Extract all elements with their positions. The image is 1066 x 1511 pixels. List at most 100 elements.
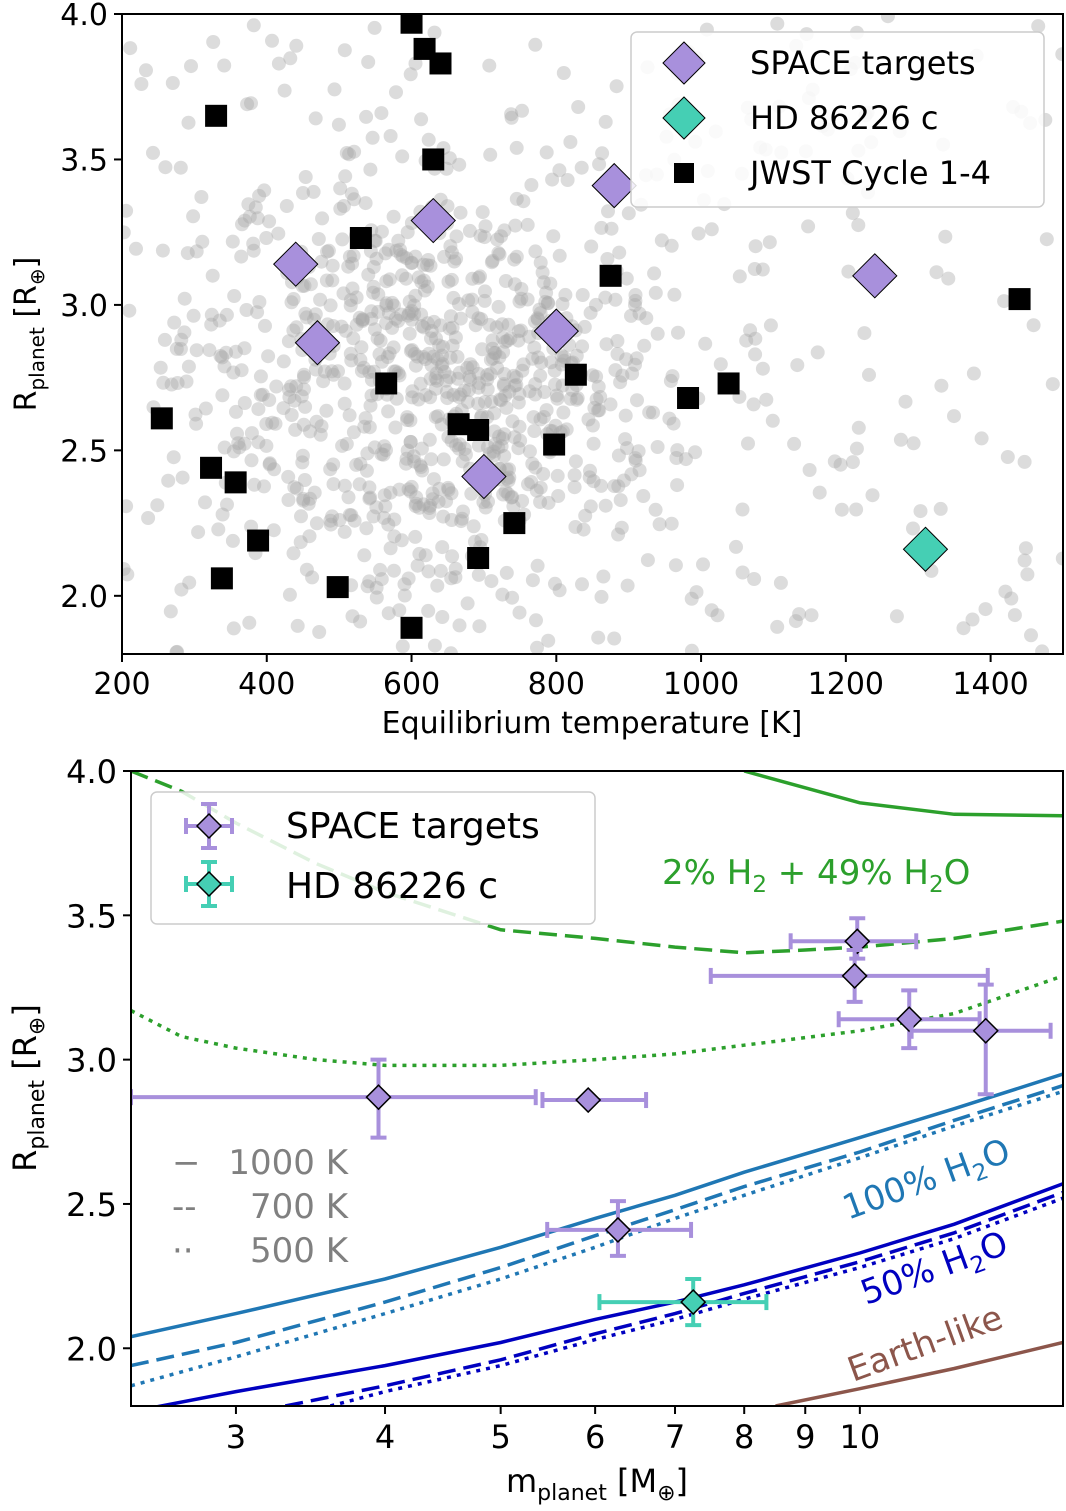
background-planet-dot — [490, 232, 505, 247]
background-planet-dot — [288, 422, 303, 437]
background-planet-dot — [443, 309, 458, 324]
background-planet-dot — [336, 199, 351, 213]
jwst-target-marker — [400, 616, 423, 639]
background-planet-dot — [624, 308, 638, 323]
background-planet-dot — [437, 364, 452, 379]
bottom-y-axis-ticks: 2.0 2.5 3.0 3.5 4.0 — [66, 753, 131, 1368]
background-planet-dot — [379, 298, 394, 313]
background-planet-dot — [498, 334, 513, 349]
background-planet-dot — [439, 373, 454, 388]
background-planet-dot — [567, 468, 582, 483]
background-planet-dot — [295, 455, 310, 470]
background-planet-dot — [504, 107, 519, 122]
background-planet-dot — [180, 246, 195, 261]
background-planet-dot — [473, 228, 488, 243]
background-planet-dot — [514, 282, 529, 296]
background-planet-dot — [530, 312, 545, 327]
background-planet-dot — [452, 441, 466, 456]
background-planet-dot — [388, 311, 403, 326]
background-planet-dot — [57, 528, 71, 542]
background-planet-dot — [445, 549, 460, 564]
background-planet-dot — [533, 480, 548, 495]
background-planet-dot — [934, 378, 949, 393]
background-planet-dot — [369, 580, 384, 595]
background-planet-dot — [710, 608, 725, 623]
background-planet-dot — [567, 480, 582, 495]
background-planet-dot — [206, 35, 221, 49]
background-planet-dot — [367, 322, 382, 337]
background-planet-dot — [219, 345, 234, 360]
background-planet-dot — [444, 433, 459, 448]
background-planet-dot — [608, 363, 623, 378]
background-planet-dot — [441, 482, 456, 497]
background-planet-dot — [506, 499, 521, 514]
space-target-marker — [533, 308, 580, 354]
background-planet-dot — [478, 219, 493, 234]
background-planet-dot — [522, 444, 537, 459]
background-planet-dot — [539, 145, 554, 160]
background-planet-dot — [505, 490, 520, 504]
background-planet-dot — [375, 354, 389, 369]
background-planet-dot — [268, 416, 283, 431]
background-planet-dot — [313, 292, 328, 307]
background-planet-dot — [532, 302, 547, 317]
background-planet-dot — [515, 103, 529, 118]
background-planet-dot — [271, 56, 286, 71]
background-planet-dot — [369, 590, 384, 605]
background-planet-dot — [156, 375, 171, 390]
background-planet-dot — [262, 393, 277, 407]
space-target-point — [604, 1216, 632, 1243]
background-planet-dot — [509, 140, 524, 155]
background-planet-dot — [548, 418, 563, 433]
background-planet-dot — [403, 434, 418, 449]
background-planet-dot — [349, 457, 364, 472]
background-planet-dot — [414, 112, 429, 127]
background-planet-dot — [650, 326, 665, 341]
background-planet-dot — [598, 498, 613, 513]
background-planet-dot — [360, 579, 375, 594]
background-planet-dot — [417, 283, 432, 298]
background-planet-dot — [404, 255, 419, 270]
background-planet-dot — [337, 396, 352, 411]
background-planet-dot — [642, 405, 657, 420]
background-planet-dot — [338, 169, 353, 184]
background-planet-dot — [232, 440, 247, 455]
background-planet-dot — [395, 268, 410, 283]
background-planet-dot — [455, 454, 470, 469]
background-planet-dot — [366, 279, 381, 294]
background-planet-dot — [591, 403, 606, 418]
background-planet-dot — [244, 453, 259, 468]
background-planet-dot — [491, 299, 506, 314]
background-planet-dot — [370, 331, 385, 346]
background-planet-dot — [290, 618, 305, 633]
background-planet-dot — [483, 147, 498, 162]
background-planet-dot — [379, 316, 394, 331]
background-planet-dot — [362, 574, 377, 589]
background-planet-dot — [287, 393, 302, 408]
background-planet-dot — [228, 344, 243, 359]
background-planet-dot — [611, 527, 626, 542]
background-planet-dot — [434, 417, 449, 432]
background-planet-dot — [586, 436, 601, 451]
background-planet-dot — [165, 76, 180, 90]
background-planet-dot — [416, 497, 431, 512]
background-planet-dot — [164, 377, 179, 392]
legend-label-space-points: SPACE targets — [286, 806, 540, 847]
background-planet-dot — [427, 25, 442, 40]
background-planet-dot — [320, 244, 335, 259]
background-planet-dot — [625, 366, 640, 381]
background-planet-dot — [421, 564, 436, 579]
background-planet-dot — [424, 452, 439, 467]
background-planet-dot — [92, 266, 106, 280]
background-planet-dot — [282, 587, 297, 602]
background-planet-dot — [689, 585, 704, 600]
background-planet-dot — [286, 292, 301, 306]
background-planet-dot — [424, 358, 439, 373]
model-curve — [131, 1072, 1063, 1339]
background-planet-dot — [353, 614, 368, 629]
background-planet-dot — [337, 43, 352, 58]
background-planet-dot — [248, 200, 263, 215]
background-planet-dot — [289, 320, 304, 335]
background-planet-dot — [492, 350, 507, 365]
background-planet-dot — [857, 326, 872, 341]
